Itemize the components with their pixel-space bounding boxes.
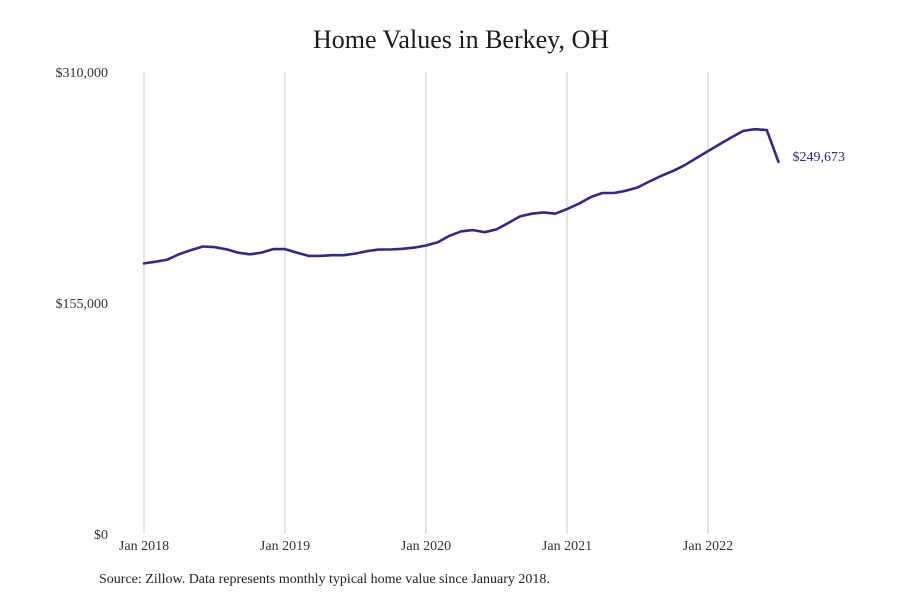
y-tick-label: $0	[94, 528, 108, 543]
x-axis-ticks: Jan 2018 Jan 2019 Jan 2020 Jan 2021 Jan 2022	[119, 539, 733, 554]
gridlines	[143, 72, 709, 534]
x-tick-label: Jan 2018	[119, 539, 169, 554]
x-tick-label: Jan 2022	[683, 539, 733, 554]
end-value-label: $249,673	[793, 150, 846, 165]
chart-title: Home Values in Berkey, OH	[312, 25, 610, 54]
x-tick-label: Jan 2021	[542, 539, 592, 554]
source-note: Source: Zillow. Data represents monthly …	[99, 572, 550, 587]
y-tick-label: $155,000	[56, 297, 109, 312]
series-layer: $249,673	[142, 127, 846, 265]
series-line-home-value	[142, 127, 780, 265]
y-tick-label: $310,000	[56, 66, 109, 81]
y-axis-ticks: $0 $155,000 $310,000	[56, 66, 109, 543]
x-tick-label: Jan 2019	[260, 539, 310, 554]
x-tick-label: Jan 2020	[401, 539, 451, 554]
